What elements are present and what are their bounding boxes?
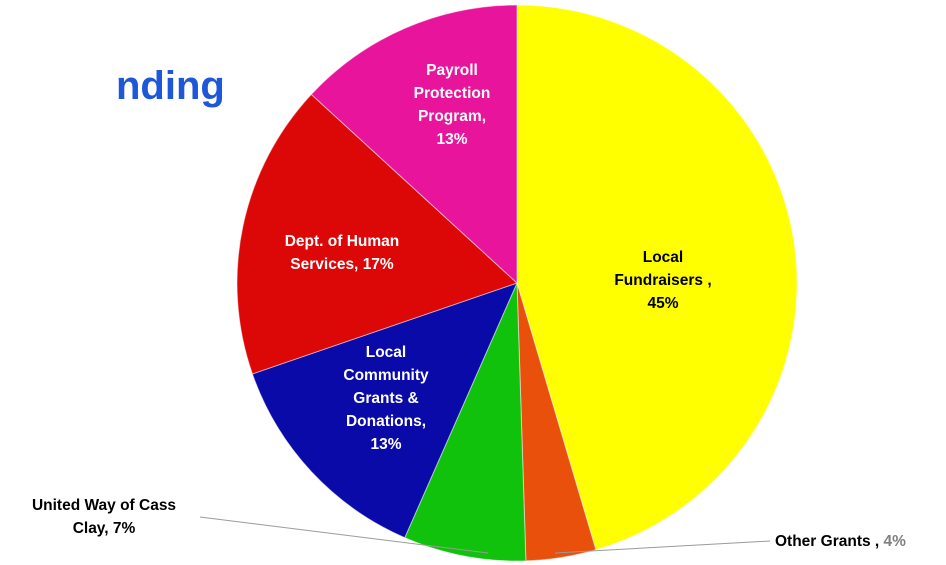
pie-slice	[236, 93, 518, 375]
slice-label: Payroll Protection Program, 13%	[414, 62, 491, 148]
leader-lines	[199, 516, 771, 554]
chart-title: nding	[116, 64, 225, 108]
slice-label: Local Community Grants & Donations, 13%	[343, 344, 429, 453]
pie-slice	[251, 282, 518, 539]
leader-line	[554, 540, 771, 554]
slice-label: United Way of Cass Clay, 7%	[32, 497, 176, 537]
slice-label: Other Grants , 4%	[775, 533, 906, 550]
slice-label: Dept. of Human Services, 17%	[285, 233, 400, 273]
leader-line	[199, 516, 489, 554]
pie-slices	[236, 4, 798, 562]
slice-label: Local Fundraisers , 45%	[614, 249, 711, 312]
pie-slice	[310, 4, 518, 285]
slice-labels: Local Fundraisers , 45% Other Grants , 4% Un…	[32, 62, 906, 550]
pie-slice	[516, 4, 798, 551]
pie-slice	[404, 282, 527, 562]
